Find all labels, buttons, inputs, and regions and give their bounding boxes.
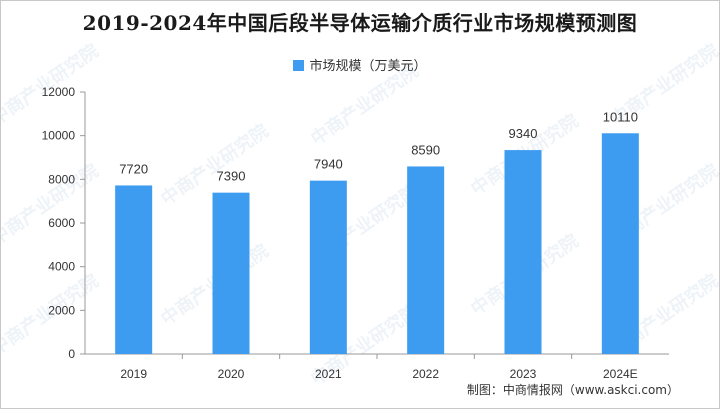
bar	[309, 180, 347, 354]
data-label: 7940	[314, 157, 343, 172]
data-label: 7390	[217, 169, 246, 184]
data-label: 10110	[603, 109, 638, 124]
x-tick-label: 2022	[412, 367, 439, 381]
bar	[407, 166, 445, 354]
y-tick-label: 10000	[42, 129, 76, 143]
data-label: 8590	[411, 142, 440, 157]
y-tick-label: 0	[68, 347, 75, 361]
x-tick-label: 2023	[510, 367, 537, 381]
y-tick-label: 4000	[48, 260, 75, 274]
legend-swatch	[293, 60, 305, 71]
x-tick-label: 2019	[120, 367, 147, 381]
x-tick-label: 2020	[218, 367, 245, 381]
y-tick-label: 6000	[48, 216, 75, 230]
legend-label: 市场规模（万美元）	[309, 58, 427, 73]
bar	[504, 150, 542, 354]
x-tick-label: 2021	[315, 367, 342, 381]
y-tick-label: 2000	[48, 303, 75, 317]
bar	[115, 185, 153, 354]
x-tick-label: 2024E	[603, 367, 638, 381]
chart-title: 2019-2024年中国后段半导体运输介质行业市场规模预测图	[82, 11, 638, 35]
y-tick-label: 12000	[42, 85, 76, 99]
source-note: 制图：中商情报网（www.askci.com）	[466, 383, 679, 397]
y-tick-label: 8000	[48, 172, 75, 186]
data-label: 7720	[119, 161, 148, 176]
bar	[601, 133, 639, 354]
data-label: 9340	[509, 126, 538, 141]
bar	[212, 192, 250, 354]
legend: 市场规模（万美元）	[1, 55, 719, 74]
